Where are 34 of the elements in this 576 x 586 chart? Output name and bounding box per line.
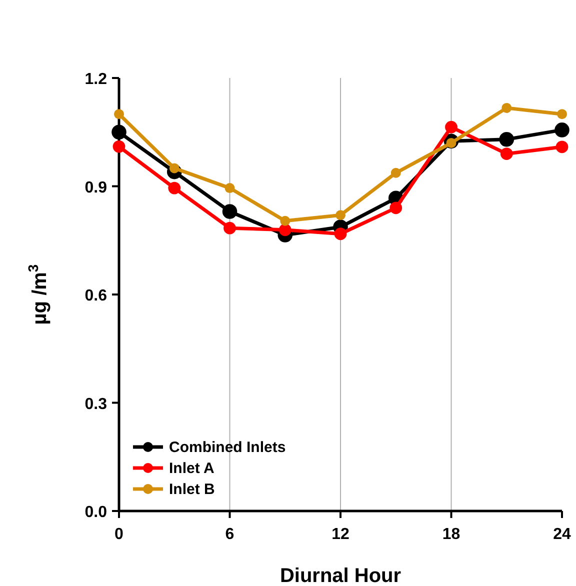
point xyxy=(499,132,514,147)
legend-label: Inlet A xyxy=(169,460,214,477)
x-tick-label: 6 xyxy=(225,526,234,543)
x-tick-label: 24 xyxy=(553,526,571,543)
point xyxy=(222,204,238,219)
point xyxy=(334,228,347,240)
y-tick-label: 0.9 xyxy=(84,179,108,196)
point xyxy=(554,122,570,138)
y-tick-label: 0.6 xyxy=(84,288,108,304)
point xyxy=(556,140,568,154)
legend-label: Combined Inlets xyxy=(169,439,286,456)
point xyxy=(112,140,126,153)
point xyxy=(278,224,292,236)
x-tick-label: 0 xyxy=(114,526,124,543)
x-tick-label: 18 xyxy=(442,526,460,543)
point xyxy=(224,222,236,234)
point xyxy=(500,148,513,160)
point xyxy=(168,182,181,194)
y-tick-label: 0.3 xyxy=(84,396,108,413)
point xyxy=(502,102,512,113)
point xyxy=(224,183,235,194)
point xyxy=(114,109,124,120)
point xyxy=(280,216,290,226)
legend-label: Inlet B xyxy=(169,481,215,498)
point xyxy=(390,168,401,178)
y-tick-label: 1.2 xyxy=(84,71,108,88)
point xyxy=(112,124,126,140)
point xyxy=(445,120,458,134)
x-axis-title: Diurnal Hour xyxy=(280,565,402,586)
point xyxy=(336,210,346,220)
point xyxy=(390,202,402,214)
y-tick-label: 0.0 xyxy=(84,504,108,521)
x-tick-label: 12 xyxy=(332,526,350,543)
point xyxy=(557,109,567,120)
